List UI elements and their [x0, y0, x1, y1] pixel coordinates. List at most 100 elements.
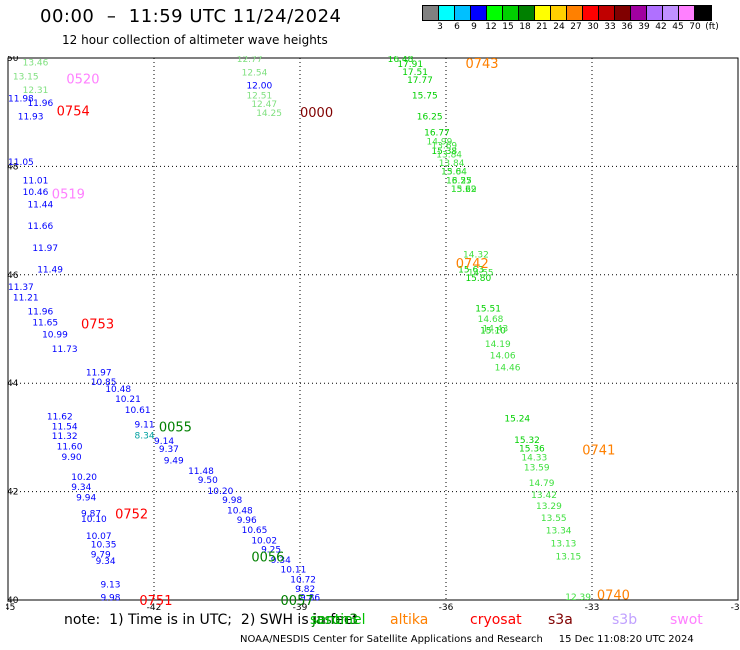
wave-height-label: 10.20	[208, 487, 234, 497]
wave-height-label: 11.37	[8, 283, 34, 293]
satellite-legend-item: cryosat	[470, 612, 522, 628]
legend-tick: 12	[485, 22, 497, 32]
wave-height-label: 13.34	[546, 527, 572, 537]
wave-height-label: 10.48	[105, 385, 131, 395]
wave-height-label: 8.34	[135, 432, 155, 442]
chart-subtitle: 12 hour collection of altimeter wave hei…	[62, 33, 328, 47]
wave-height-label: 9.82	[295, 585, 315, 595]
wave-height-label: 15.80	[465, 274, 491, 284]
y-tick-label: 48	[7, 162, 19, 172]
wave-height-label: 12.51	[246, 91, 272, 101]
y-tick-label: 44	[7, 379, 19, 389]
wave-height-label: 9.34	[71, 483, 91, 493]
wave-height-label: 11.66	[27, 222, 53, 232]
legend-swatch	[695, 6, 711, 20]
wave-height-label: 9.34	[96, 557, 116, 567]
wave-height-label: 15.36	[519, 445, 545, 455]
wave-height-label: 14.99	[427, 137, 453, 147]
wave-height-label: 11.97	[86, 368, 112, 378]
wave-height-label: 11.73	[52, 345, 78, 355]
legend-swatches	[422, 5, 712, 21]
pass-time-labels: 0520 0754 0519 0753 0055 0752 0056 0057 0751 0000…	[52, 57, 630, 609]
wave-height-label: 15.32	[514, 436, 540, 446]
wave-height-label: 17.51	[402, 68, 428, 78]
wave-height-label: 16.25	[446, 176, 472, 186]
map-axes: -45 -42 -39 -36 -33 -30 50 48 46 44 42 40	[6, 56, 740, 613]
wave-height-map: -45 -42 -39 -36 -33 -30 50 48 46 44 42 40 16.4817.9…	[6, 56, 740, 613]
satellite-legend-item: sentinel	[310, 612, 366, 628]
legend-tick: 9	[471, 22, 477, 32]
wave-height-label: 11.96	[27, 308, 53, 318]
wave-height-label: 9.50	[198, 476, 218, 486]
wave-height-label: 16.25	[417, 112, 443, 122]
wave-height-label: 13.13	[551, 540, 577, 550]
legend-swatch	[471, 6, 487, 20]
wave-height-label: 15.62	[451, 185, 477, 195]
x-tick-label: -39	[293, 603, 308, 613]
satellite-legend-item: altika	[390, 612, 429, 628]
y-tick-label: 40	[7, 596, 19, 606]
wave-height-label: 14.43	[483, 324, 509, 334]
legend-ticks: 3 6 9 12 15 18 21 24 27 30 33 36 39 42 45 70 (ft)	[422, 22, 719, 34]
wave-height-label: 15.38	[431, 147, 457, 157]
wave-height-label: 13.04	[441, 168, 467, 178]
wave-height-label: 9.86	[300, 594, 320, 604]
wave-height-label: 11.93	[18, 112, 44, 122]
wave-height-label: 11.32	[52, 432, 78, 442]
y-tick-label: 46	[7, 271, 19, 281]
legend-tick: 36	[621, 22, 633, 32]
legend-tick: 33	[604, 22, 616, 32]
wave-height-label: 9.37	[159, 445, 179, 455]
wave-height-label: 12.39	[565, 593, 591, 603]
legend-tick: 3	[437, 22, 443, 32]
wave-height-label: 16.48	[388, 56, 414, 65]
satellite-legend-item: jason3	[312, 612, 359, 628]
wave-height-label: 13.42	[531, 491, 557, 501]
pass-time-label: 0000	[300, 106, 333, 121]
wave-height-label: 9.98	[222, 496, 242, 506]
legend-tick: 45	[672, 22, 684, 32]
wave-height-label: 9.96	[237, 516, 257, 526]
wave-height-label: 13.55	[541, 514, 567, 524]
legend-swatch	[535, 6, 551, 20]
legend-swatch	[455, 6, 471, 20]
legend-swatch	[439, 6, 455, 20]
wave-height-label: 10.85	[91, 378, 117, 388]
wave-height-label: 15.64	[441, 168, 467, 178]
pass-time-label: 0751	[139, 594, 172, 609]
wave-height-label: 12.54	[242, 69, 268, 79]
satellite-legend: jason3 sentinel altika cryosat s3a s3b swot	[0, 612, 740, 630]
wave-height-label: 15.75	[412, 91, 438, 101]
wave-height-label: 12.77	[237, 56, 263, 65]
legend-swatch	[631, 6, 647, 20]
y-tick-label: 50	[7, 56, 19, 64]
wave-height-label: 11.01	[23, 176, 49, 186]
wave-height-label: 14.06	[490, 351, 516, 361]
footer-credit: NOAA/NESDIS Center for Satellite Applica…	[240, 634, 694, 645]
wave-height-label: 11.62	[47, 413, 73, 423]
wave-height-label: 13.57	[446, 176, 472, 186]
wave-height-label: 9.11	[135, 420, 155, 430]
map-frame	[7, 57, 739, 601]
wave-height-label: 14.32	[463, 251, 489, 261]
legend-swatch	[583, 6, 599, 20]
wave-height-label: 14.33	[521, 453, 547, 463]
legend-swatch	[567, 6, 583, 20]
wave-height-label: 10.65	[242, 526, 268, 536]
wave-height-label: 11.05	[8, 158, 34, 168]
legend-swatch	[599, 6, 615, 20]
wave-height-label: 13.84	[436, 150, 462, 160]
satellite-legend-item: s3a	[548, 612, 573, 628]
wave-height-label: 14.19	[485, 340, 511, 350]
wave-height-label: 14.68	[478, 315, 504, 325]
wave-height-label: 13.29	[536, 502, 562, 512]
wave-height-label: 10.72	[290, 575, 316, 585]
legend-tick: 24	[553, 22, 565, 32]
wave-height-label: 10.46	[23, 188, 49, 198]
pass-time-label: 0057	[281, 594, 314, 609]
color-legend: 3 6 9 12 15 18 21 24 27 30 33 36 39 42 45 70 (ft)	[422, 5, 719, 34]
legend-tick: 18	[519, 22, 531, 32]
pass-time-label: 0055	[159, 421, 192, 436]
wave-height-label: 10.11	[281, 566, 307, 576]
legend-tick: 30	[587, 22, 599, 32]
